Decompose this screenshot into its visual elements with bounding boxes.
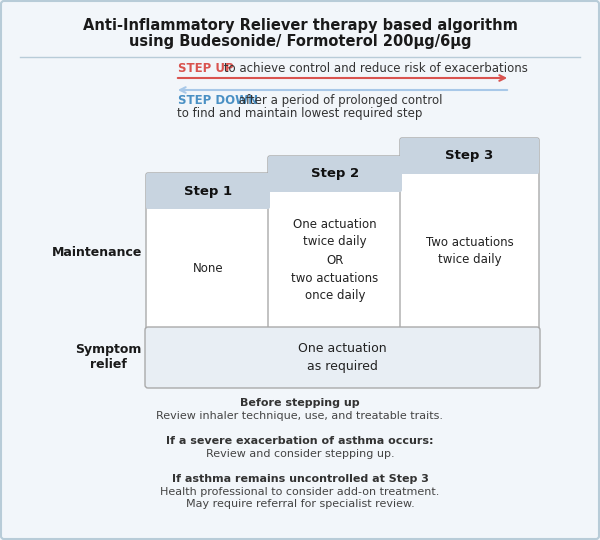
Text: using Budesonide/ Formoterol 200μg/6μg: using Budesonide/ Formoterol 200μg/6μg: [129, 34, 471, 49]
FancyBboxPatch shape: [400, 138, 539, 332]
Text: to find and maintain lowest required step: to find and maintain lowest required ste…: [178, 107, 422, 120]
FancyBboxPatch shape: [268, 156, 402, 332]
Text: after a period of prolonged control: after a period of prolonged control: [235, 94, 443, 107]
Text: Maintenance: Maintenance: [52, 246, 142, 259]
Text: None: None: [193, 262, 223, 275]
Text: Two actuations
twice daily: Two actuations twice daily: [425, 235, 514, 267]
Text: If a severe exacerbation of asthma occurs:: If a severe exacerbation of asthma occur…: [166, 436, 434, 446]
Text: Symptom
relief: Symptom relief: [76, 343, 142, 372]
FancyBboxPatch shape: [146, 173, 270, 209]
Text: Step 2: Step 2: [311, 167, 359, 180]
Text: Health professional to consider add-on treatment.: Health professional to consider add-on t…: [160, 487, 440, 497]
Text: One actuation
twice daily
OR
two actuations
once daily: One actuation twice daily OR two actuati…: [292, 218, 379, 302]
Text: May require referral for specialist review.: May require referral for specialist revi…: [185, 499, 415, 509]
FancyBboxPatch shape: [268, 156, 402, 192]
Text: Review inhaler technique, use, and treatable traits.: Review inhaler technique, use, and treat…: [157, 411, 443, 421]
Text: Review and consider stepping up.: Review and consider stepping up.: [206, 449, 394, 459]
FancyBboxPatch shape: [400, 138, 539, 174]
Text: Step 1: Step 1: [184, 185, 232, 198]
Text: Step 3: Step 3: [445, 150, 494, 163]
Text: STEP DOWN: STEP DOWN: [178, 94, 258, 107]
Text: to achieve control and reduce risk of exacerbations: to achieve control and reduce risk of ex…: [220, 62, 528, 75]
Text: If asthma remains uncontrolled at Step 3: If asthma remains uncontrolled at Step 3: [172, 474, 428, 484]
Text: Anti-Inflammatory Reliever therapy based algorithm: Anti-Inflammatory Reliever therapy based…: [83, 18, 517, 33]
FancyBboxPatch shape: [145, 327, 540, 388]
Text: STEP UP: STEP UP: [178, 62, 233, 75]
FancyBboxPatch shape: [146, 173, 270, 332]
Text: One actuation
as required: One actuation as required: [298, 342, 387, 373]
Text: Before stepping up: Before stepping up: [240, 398, 360, 408]
